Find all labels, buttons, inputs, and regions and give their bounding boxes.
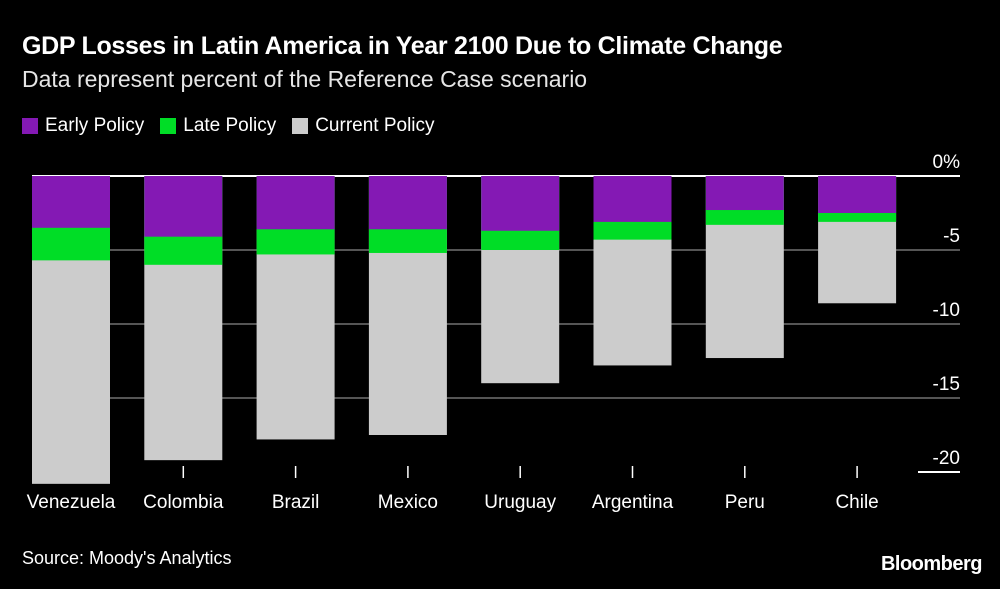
legend-label: Current Policy [315,115,435,136]
x-tick-label: Colombia [143,492,224,513]
bar-early-policy [818,176,897,213]
bloomberg-logo: Bloomberg [880,553,983,575]
x-tick-label: Peru [725,492,765,513]
x-tick-label: Argentina [592,492,674,513]
legend-label: Late Policy [183,115,277,136]
y-tick-label: -20 [933,448,960,469]
legend-item-early-policy: Early Policy [22,115,144,137]
legend: Early Policy Late Policy Current Policy [22,115,435,137]
legend-swatch-current [292,118,309,134]
legend-label: Early Policy [45,115,145,136]
legend-item-current-policy: Current Policy [292,115,435,137]
x-tick-label: Venezuela [27,492,116,513]
x-tick-label: Brazil [272,492,320,513]
x-tick-label: Mexico [378,492,438,513]
chart-title: GDP Losses in Latin America in Year 2100… [22,32,783,60]
bar-early-policy [32,176,110,228]
source-note: Source: Moody's Analytics [22,548,232,568]
bar-early-policy [593,176,672,222]
legend-item-late-policy: Late Policy [160,115,276,137]
chart-subtitle: Data represent percent of the Reference … [22,66,588,92]
x-tick-label: Uruguay [484,492,556,513]
bar-early-policy [256,176,335,230]
y-tick-label: -10 [933,300,960,321]
legend-swatch-late [160,118,177,134]
bar-early-policy [481,176,560,231]
bar-early-policy [144,176,223,237]
y-tick-label: 0% [933,152,961,173]
x-tick-label: Chile [835,492,878,513]
bar-early-policy [705,176,784,211]
legend-swatch-early [22,118,38,134]
bar-early-policy [368,176,447,230]
y-tick-label: -5 [943,226,960,247]
y-tick-label: -15 [933,374,960,395]
